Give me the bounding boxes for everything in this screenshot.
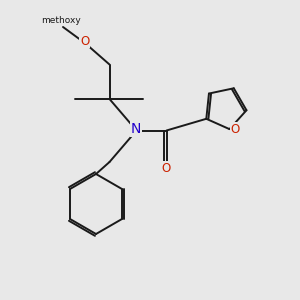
Text: O: O (162, 161, 171, 175)
Text: N: N (131, 122, 141, 136)
Text: O: O (230, 123, 239, 136)
Text: methoxy: methoxy (41, 16, 80, 25)
Text: O: O (80, 34, 89, 48)
